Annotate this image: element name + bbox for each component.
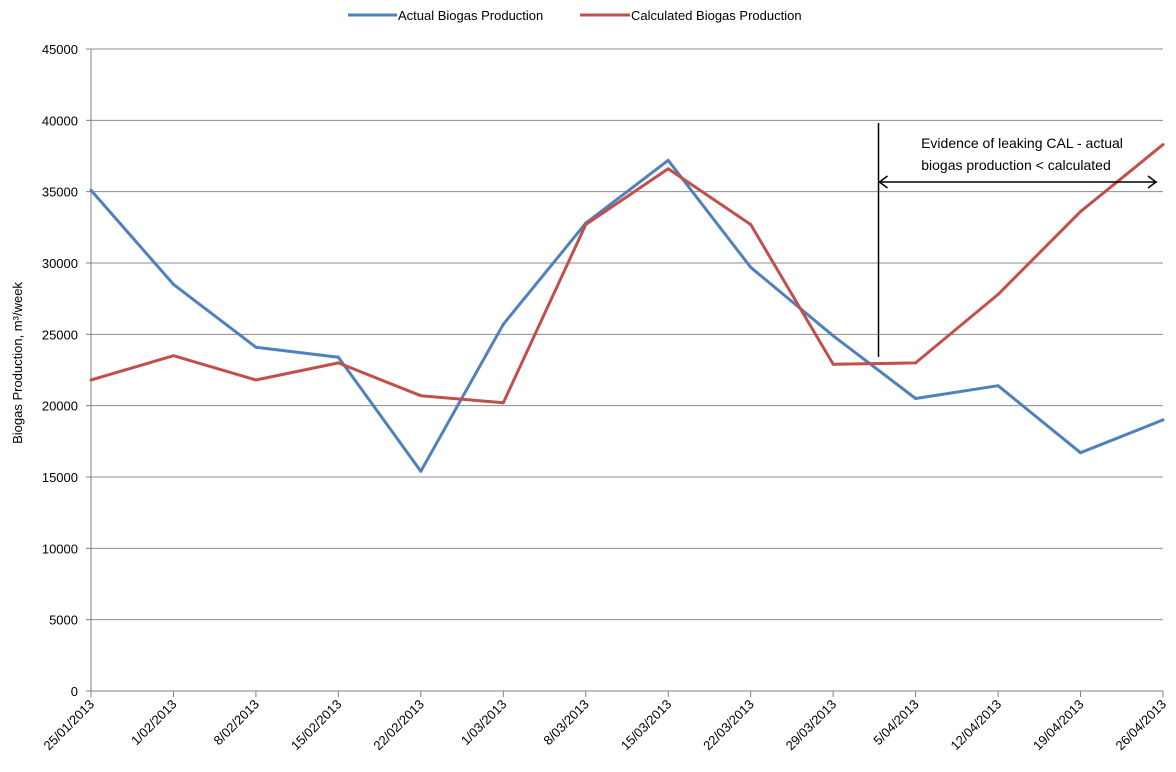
- series-line-1: [90, 143, 1164, 405]
- y-tick-label: 0: [71, 684, 78, 699]
- series-1-point: [171, 354, 175, 358]
- annotation-text-line-2: biogas production < calculated: [921, 157, 1111, 173]
- x-tick-label: 1/03/2013: [458, 697, 510, 749]
- x-tick-label: 22/03/2013: [700, 697, 757, 754]
- series-1-point: [666, 167, 670, 171]
- y-tick-label: 5000: [49, 613, 78, 628]
- annotation-arrowhead-right: [1147, 175, 1158, 189]
- series-1-point: [1079, 210, 1083, 214]
- y-tick-label: 30000: [42, 256, 78, 271]
- legend-label-calculated: Calculated Biogas Production: [631, 8, 802, 23]
- series-0-point: [1161, 418, 1165, 422]
- y-tick-label: 15000: [42, 470, 78, 485]
- x-tick-label: 1/02/2013: [128, 697, 180, 749]
- y-tick-label: 40000: [42, 113, 78, 128]
- series-1-point: [584, 222, 588, 226]
- series-lines: [89, 143, 1165, 473]
- series-1-point: [419, 394, 423, 398]
- y-tick-label: 10000: [42, 541, 78, 556]
- series-1-point: [254, 378, 258, 382]
- y-tick-label: 35000: [42, 185, 78, 200]
- series-0-point: [914, 397, 918, 401]
- series-1-point: [336, 361, 340, 365]
- y-tick-label: 25000: [42, 327, 78, 342]
- y-axis-title: Biogas Production, m³/week: [10, 282, 25, 444]
- legend: Actual Biogas Production Calculated Biog…: [348, 8, 802, 23]
- y-tick-label: 45000: [42, 42, 78, 57]
- x-tick-label: 19/04/2013: [1030, 697, 1087, 754]
- series-0-point: [89, 188, 93, 192]
- series-0-point: [1079, 451, 1083, 455]
- series-0-point: [749, 265, 753, 269]
- series-1-point: [89, 378, 93, 382]
- x-tick-label: 15/03/2013: [618, 697, 675, 754]
- series-line-0: [89, 158, 1164, 473]
- x-tick-label: 26/04/2013: [1112, 697, 1169, 754]
- grid-lines: [91, 48, 1163, 621]
- series-0-point: [336, 355, 340, 359]
- series-0-point: [666, 158, 670, 162]
- series-0-point: [171, 282, 175, 286]
- annotation: Evidence of leaking CAL - actual biogas …: [877, 123, 1158, 357]
- x-tick-label: 29/03/2013: [783, 697, 840, 754]
- series-1-point: [501, 401, 505, 405]
- annotation-arrowhead-left: [878, 175, 888, 189]
- series-0-point: [254, 345, 258, 349]
- annotation-text-line-1: Evidence of leaking CAL - actual: [921, 135, 1123, 151]
- series-1-point: [914, 361, 918, 365]
- y-tick-labels: 0 5000 10000 15000 20000 25000 30000 35000 40000…: [42, 42, 78, 699]
- x-tick-label: 15/02/2013: [288, 697, 345, 754]
- series-0-point: [501, 322, 505, 326]
- series-0-point: [831, 334, 835, 338]
- x-tick-label: 5/04/2013: [870, 697, 922, 749]
- legend-label-actual: Actual Biogas Production: [398, 8, 543, 23]
- x-tick-label: 22/02/2013: [370, 697, 427, 754]
- x-tick-label: 12/04/2013: [948, 697, 1005, 754]
- series-1-point: [749, 222, 753, 226]
- x-tick-labels: 25/01/2013 1/02/2013 8/02/2013 15/02/2013 22…: [40, 697, 1169, 754]
- series-1-point: [1161, 143, 1165, 147]
- axes: [86, 48, 1164, 697]
- x-tick-label: 25/01/2013: [40, 697, 97, 754]
- series-0-point: [419, 469, 423, 473]
- x-tick-label: 8/03/2013: [540, 697, 592, 749]
- series-1-point: [831, 362, 835, 366]
- y-tick-label: 20000: [42, 399, 78, 414]
- x-tick-label: 8/02/2013: [211, 697, 263, 749]
- series-1-point: [996, 292, 1000, 296]
- series-0-point: [996, 384, 1000, 388]
